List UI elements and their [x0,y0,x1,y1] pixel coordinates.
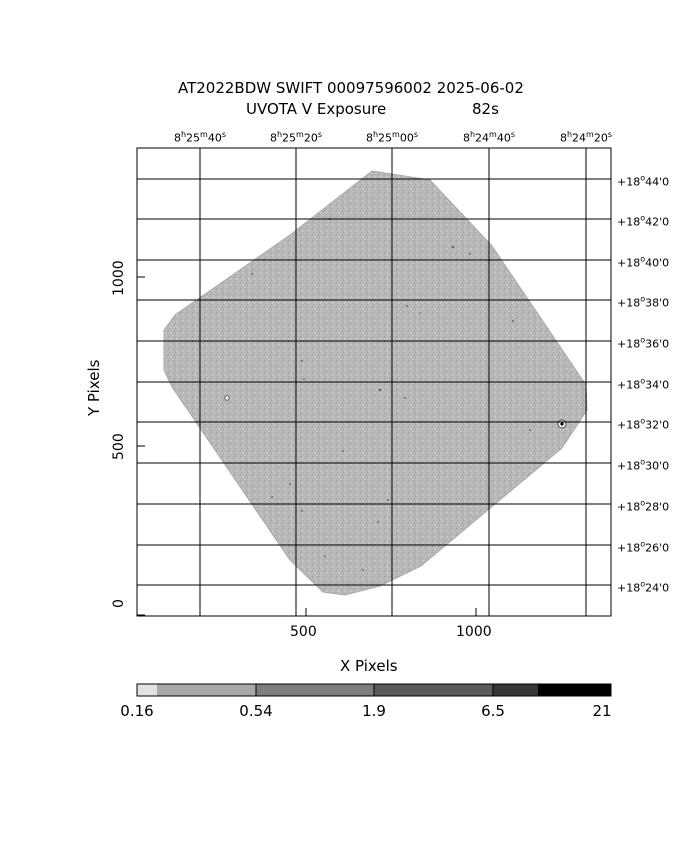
dec-label: +18o38'0 [617,294,670,310]
ra-label: 8h24m40s [462,130,516,145]
colorbar-label: 21 [592,702,612,720]
exposure-time-label: 82s [472,100,499,118]
axis-ticks [137,276,477,616]
dec-label: +18o40'0 [617,254,670,270]
dec-label: +18o44'0 [617,173,670,189]
exposure-footprint [163,170,588,596]
x-axis-tick-label: 1000 [456,624,492,640]
dec-label: +18o32'0 [617,416,670,432]
y-axis-title: Y Pixels [85,359,103,416]
y-axis-tick-label: 1000 [111,260,127,296]
colorbar [136,683,612,697]
x-axis-tick-label: 500 [290,624,317,640]
ra-label: 8h25m40s [173,130,227,145]
coordinate-grid [137,148,611,616]
colorbar-label: 6.5 [481,702,505,720]
dec-label: +18o26'0 [617,539,670,555]
dec-label: +18o34'0 [617,376,670,392]
y-axis-tick-label: 0 [111,599,127,608]
dec-label: +18o36'0 [617,335,670,351]
ra-label: 8h24m20s [559,130,613,145]
plot-frame [136,147,612,617]
dec-label: +18o28'0 [617,498,670,514]
x-axis-title: X Pixels [340,657,398,675]
colorbar-label: 0.16 [120,702,154,720]
image-title: AT2022BDW SWIFT 00097596002 2025-06-02 [178,79,524,97]
colorbar-label: 1.9 [362,702,386,720]
colorbar-label: 0.54 [239,702,273,720]
ra-label: 8h25m00s [365,130,419,145]
dec-label: +18o30'0 [617,457,670,473]
exposure-filter-label: UVOTA V Exposure [246,100,387,118]
ra-label: 8h25m20s [269,130,323,145]
y-axis-tick-label: 500 [111,433,127,460]
dec-label: +18o24'0 [617,579,670,595]
dec-label: +18o42'0 [617,213,670,229]
